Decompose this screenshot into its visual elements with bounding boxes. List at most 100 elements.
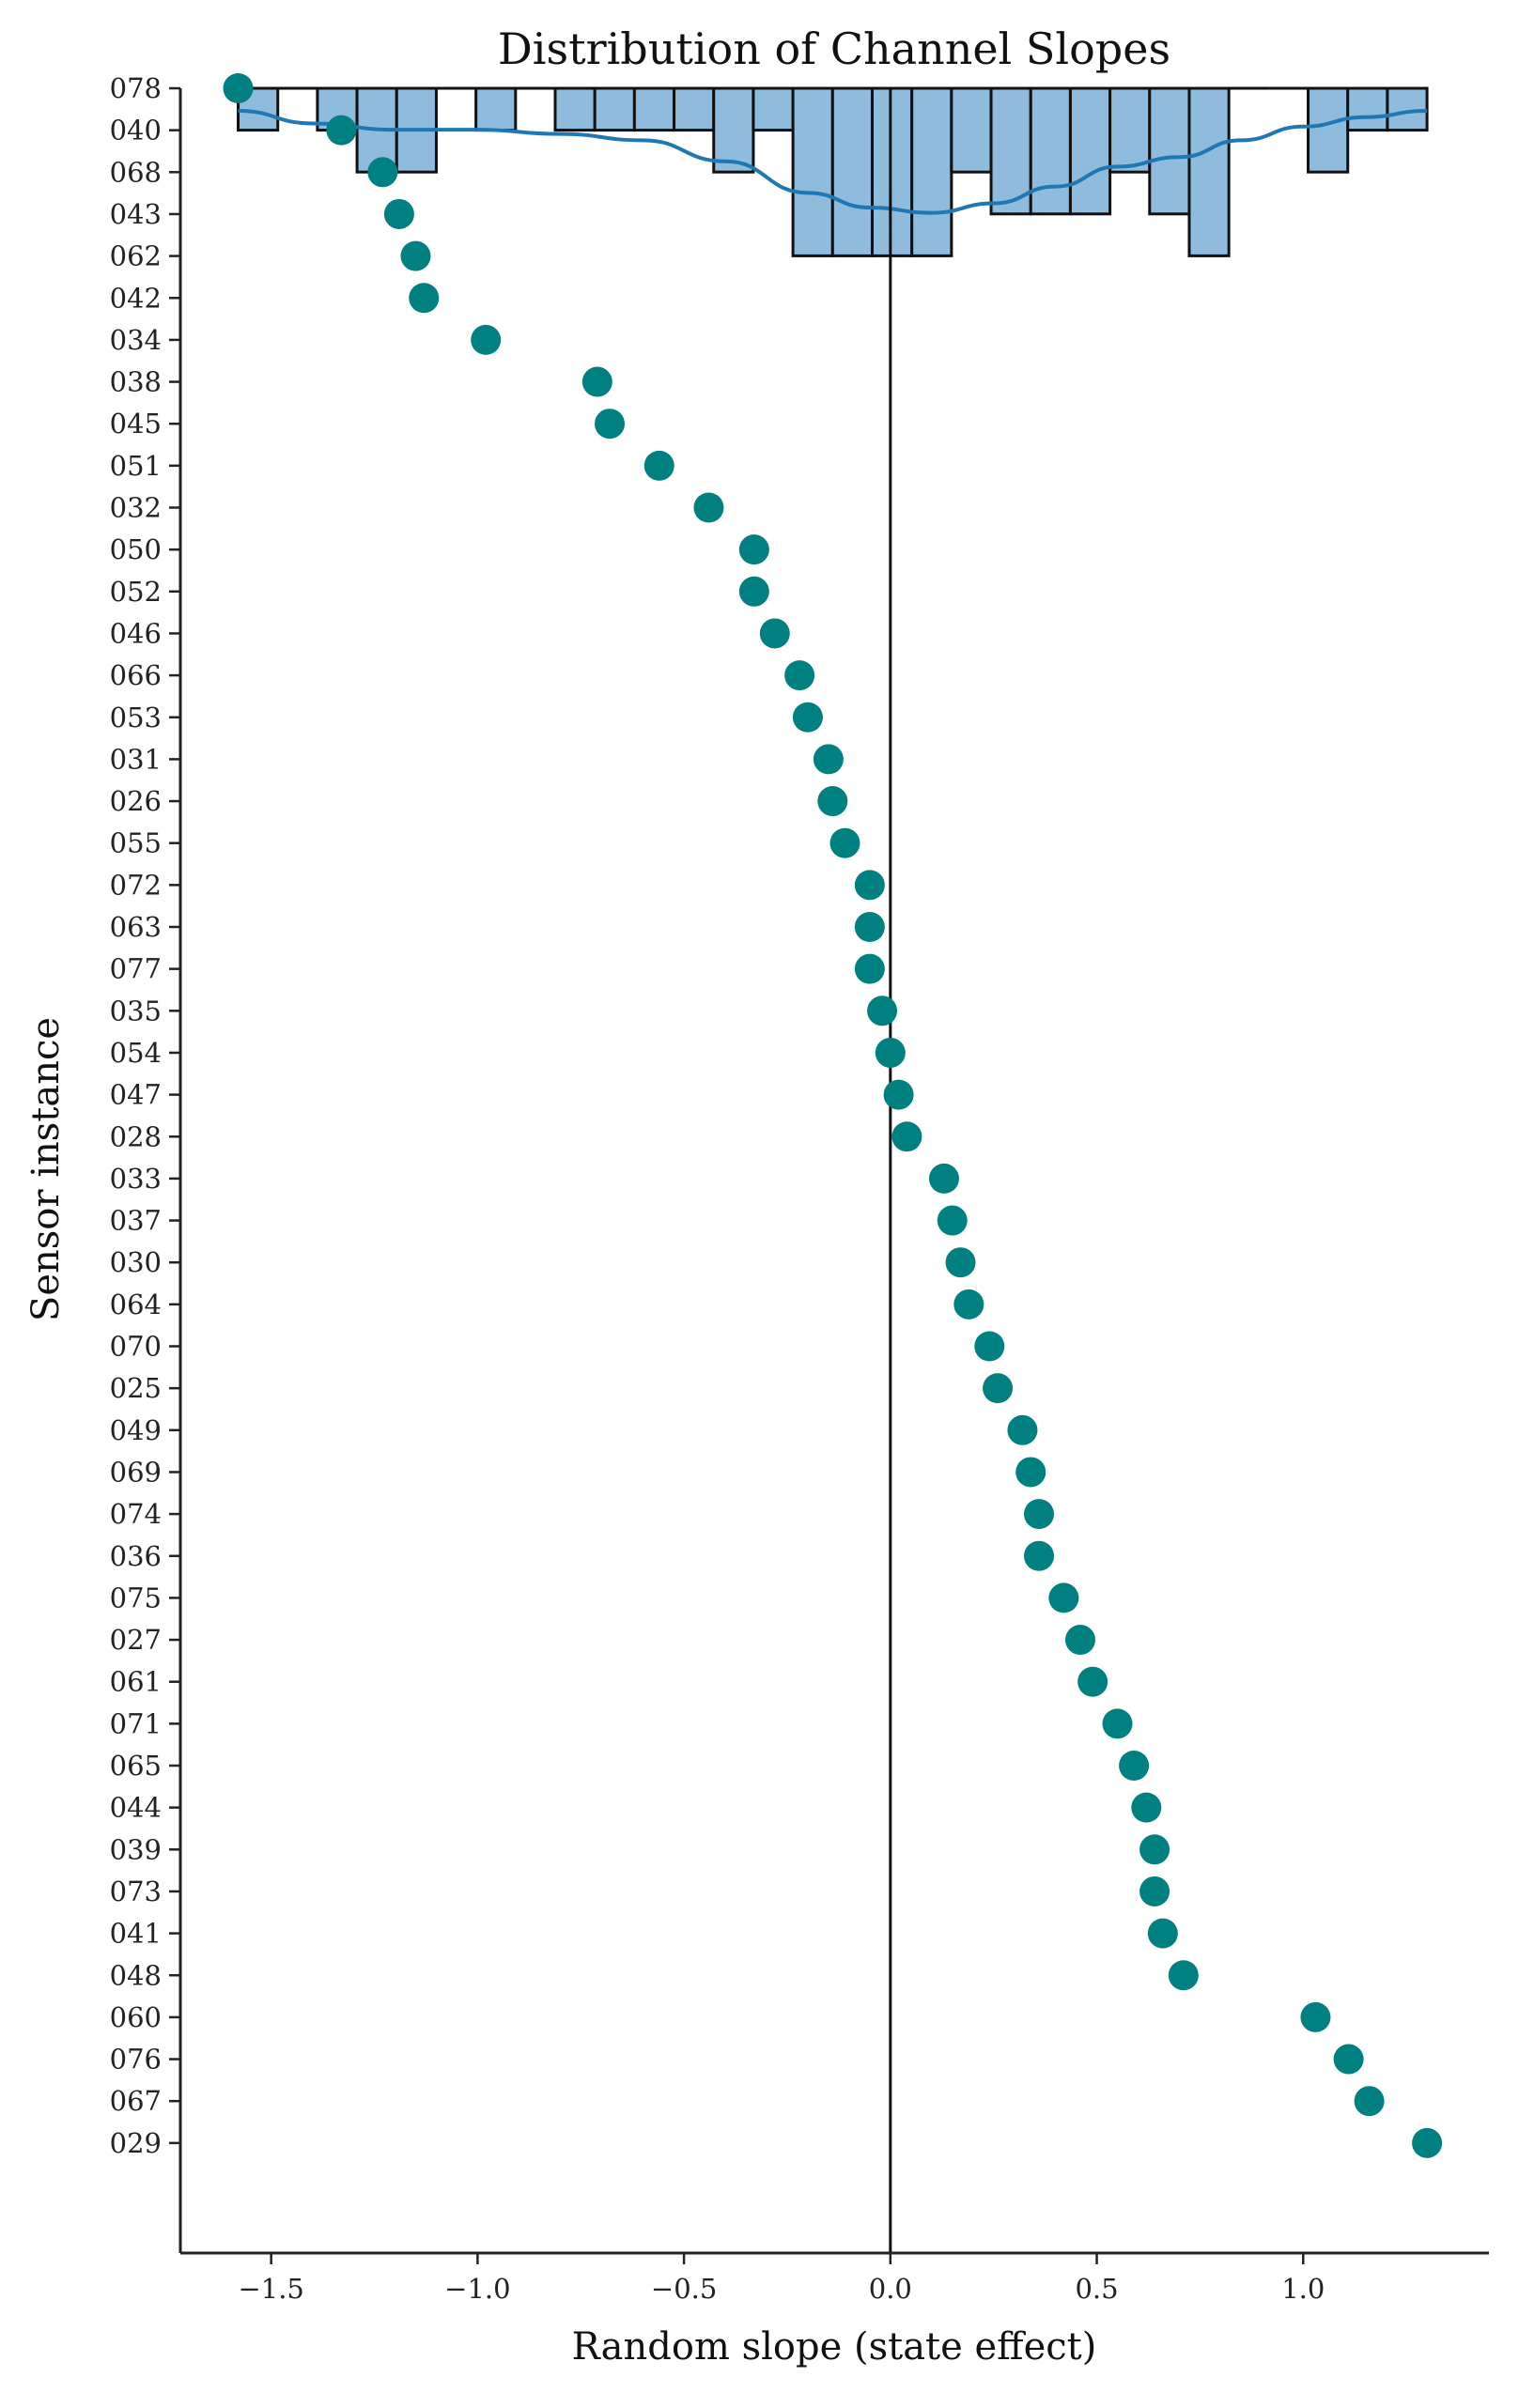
y-tick-label: 068: [110, 156, 162, 188]
data-point: [1147, 1918, 1178, 1949]
y-tick-label: 054: [110, 1037, 162, 1069]
histogram-bar: [474, 86, 518, 132]
y-tick-label: 062: [110, 240, 162, 272]
histogram-bar: [1187, 86, 1231, 257]
data-point: [928, 1163, 959, 1194]
y-tick-label: 031: [110, 743, 162, 775]
data-point: [738, 534, 769, 565]
y-tick-label: 074: [110, 1498, 162, 1530]
chart-title: Distribution of Channel Slopes: [498, 23, 1170, 74]
data-point: [854, 912, 885, 942]
histogram-bar: [989, 86, 1032, 216]
data-point: [383, 198, 414, 229]
x-axis-ticks: −1.5 −1.0 −0.5 0.0 0.5 1.0: [238, 2253, 1325, 2305]
data-point: [643, 450, 674, 481]
data-point: [693, 492, 724, 523]
histogram-bar: [791, 86, 834, 257]
data-point: [1015, 1457, 1046, 1488]
y-tick-label: 048: [110, 1959, 162, 1991]
data-point: [1139, 1875, 1170, 1906]
y-tick-label: 028: [110, 1120, 162, 1152]
histogram-bar: [830, 86, 874, 257]
y-tick-label: 053: [110, 702, 162, 733]
data-point: [953, 1289, 984, 1320]
data-point: [1024, 1540, 1055, 1571]
y-tick-label: 061: [110, 1666, 162, 1698]
marginal-histogram: [237, 86, 1429, 257]
y-tick-label: 066: [110, 659, 162, 691]
y-tick-label: 030: [110, 1246, 162, 1278]
y-tick-label: 045: [110, 408, 162, 440]
y-tick-label: 041: [110, 1918, 162, 1950]
y-tick-label: 027: [110, 1624, 162, 1656]
data-point: [367, 157, 398, 188]
x-tick-label: 1.0: [1281, 2273, 1325, 2305]
y-tick-label: 075: [110, 1582, 162, 1613]
y-tick-label: 035: [110, 995, 162, 1026]
y-tick-label: 065: [110, 1750, 162, 1782]
x-tick-label: −1.0: [444, 2273, 510, 2305]
data-point: [854, 953, 885, 984]
data-point: [813, 744, 844, 775]
histogram-bar: [593, 86, 636, 132]
histogram-bar: [1068, 86, 1112, 216]
y-tick-label: 052: [110, 576, 162, 608]
data-point: [983, 1373, 1014, 1404]
histogram-bar: [673, 86, 716, 132]
x-tick-label: 0.5: [1075, 2273, 1118, 2305]
y-tick-label: 042: [110, 282, 162, 314]
data-point: [891, 1121, 922, 1152]
data-points: [223, 73, 1443, 2158]
y-tick-label: 040: [110, 115, 162, 147]
y-tick-label: 060: [110, 2001, 162, 2033]
y-tick-label: 044: [110, 1792, 162, 1824]
y-tick-label: 063: [110, 911, 162, 943]
y-tick-label: 049: [110, 1414, 162, 1446]
y-tick-label: 032: [110, 492, 162, 524]
x-tick-label: −1.5: [238, 2273, 303, 2305]
y-tick-label: 076: [110, 2044, 162, 2076]
histogram-bar: [1029, 86, 1072, 216]
histogram-bar: [1148, 86, 1191, 216]
y-tick-label: 071: [110, 1707, 162, 1739]
histogram-bar: [553, 86, 597, 132]
y-tick-label: 073: [110, 1875, 162, 1907]
y-tick-label: 025: [110, 1372, 162, 1404]
histogram-bar: [950, 86, 993, 174]
data-point: [409, 283, 440, 314]
data-point: [784, 660, 815, 691]
y-tick-label: 064: [110, 1289, 162, 1320]
data-point: [471, 324, 502, 355]
data-point: [945, 1247, 976, 1278]
data-point: [759, 618, 790, 649]
y-tick-label: 055: [110, 827, 162, 859]
data-point: [854, 870, 885, 901]
y-tick-label: 034: [110, 324, 162, 356]
data-point: [738, 576, 769, 607]
data-point: [792, 702, 823, 733]
y-tick-label: 037: [110, 1205, 162, 1237]
y-tick-label: 038: [110, 366, 162, 398]
x-tick-label: 0.0: [869, 2273, 912, 2305]
histogram-bar: [910, 86, 953, 257]
y-tick-label: 078: [110, 72, 162, 104]
histogram-bar: [870, 86, 914, 257]
y-tick-label: 077: [110, 953, 162, 985]
data-point: [1119, 1751, 1150, 1781]
y-tick-label: 051: [110, 450, 162, 482]
data-point: [1048, 1582, 1079, 1613]
histogram-bar: [1307, 86, 1350, 174]
data-point: [1064, 1625, 1095, 1656]
y-tick-label: 033: [110, 1163, 162, 1195]
data-point: [581, 366, 612, 397]
data-point: [974, 1331, 1005, 1362]
data-point: [1333, 2044, 1364, 2075]
y-tick-label: 036: [110, 1540, 162, 1572]
y-tick-label: 069: [110, 1456, 162, 1488]
y-tick-label: 029: [110, 2127, 162, 2159]
data-point: [1354, 2086, 1385, 2117]
data-point: [829, 827, 860, 858]
histogram-bar: [632, 86, 676, 132]
y-tick-label: 050: [110, 533, 162, 565]
data-point: [223, 73, 254, 103]
